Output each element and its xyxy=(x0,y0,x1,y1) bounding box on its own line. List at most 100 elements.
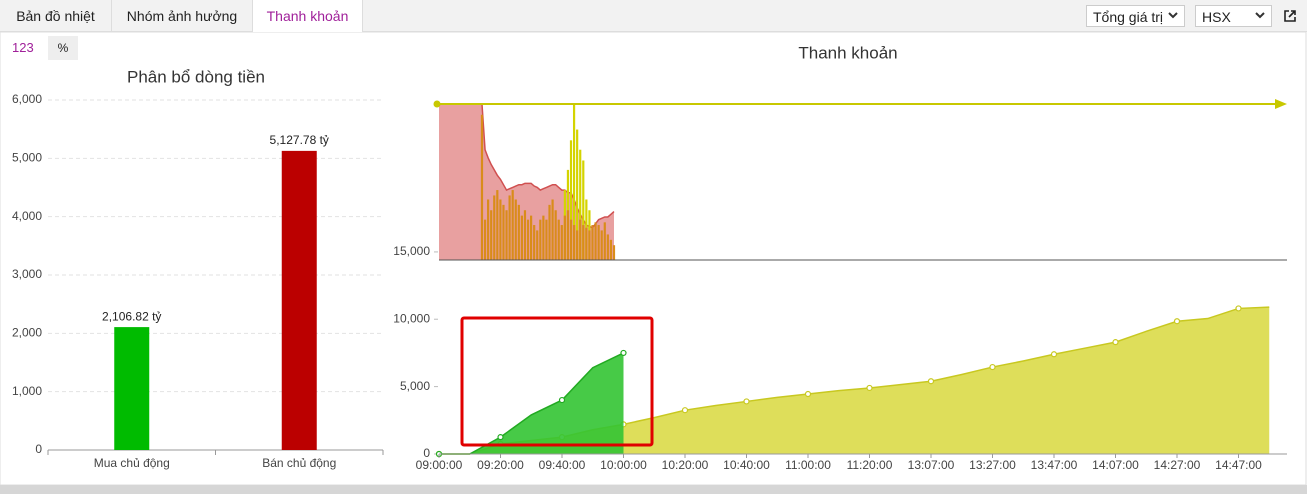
bar xyxy=(560,225,563,260)
bar xyxy=(490,210,493,260)
y-tick-label: 10,000 xyxy=(393,311,430,325)
point xyxy=(681,407,689,414)
bar xyxy=(530,215,533,260)
bar xyxy=(508,195,511,260)
x-tick-label: 09:00:00 xyxy=(416,458,463,472)
bar xyxy=(114,327,150,450)
tab[interactable]: Bản đồ nhiệt xyxy=(0,0,112,32)
toggle-number[interactable]: 123 xyxy=(12,40,34,55)
select-label: HSX xyxy=(1202,9,1231,25)
bar xyxy=(551,199,554,260)
point xyxy=(1050,351,1058,358)
bar xyxy=(505,210,508,260)
top-pane: 15,000 xyxy=(393,99,1287,261)
y-tick-label: 15,000 xyxy=(393,244,430,258)
point xyxy=(620,349,627,357)
x-tick-label: Bán chủ động xyxy=(262,456,336,470)
arrow-head xyxy=(1275,99,1287,109)
y-tick-label: 2,000 xyxy=(12,326,42,340)
chevron xyxy=(1168,12,1178,19)
bar xyxy=(483,219,487,260)
area-fill xyxy=(439,307,1270,454)
x-tick-label: 10:00:00 xyxy=(600,458,647,472)
point xyxy=(866,384,873,392)
bar xyxy=(579,149,582,260)
data-label: 5,127.78 tỷ xyxy=(270,133,329,147)
bar xyxy=(499,199,502,260)
x-tick-label: 13:07:00 xyxy=(908,458,955,472)
point xyxy=(989,363,996,371)
x-tick-label: 10:40:00 xyxy=(723,458,770,472)
x-tick-label: 14:07:00 xyxy=(1092,458,1139,472)
data-label: 2,106.82 tỷ xyxy=(102,309,161,323)
bar xyxy=(480,114,484,260)
x-tick-label: 14:47:00 xyxy=(1215,458,1262,472)
point xyxy=(1173,318,1181,325)
bar xyxy=(600,230,603,260)
measure-select[interactable]: Tổng giá trị xyxy=(1086,5,1185,27)
y-tick-label: 3,000 xyxy=(12,267,42,281)
bar xyxy=(609,239,613,260)
bar xyxy=(585,227,588,260)
x-tick-label: 13:27:00 xyxy=(969,458,1016,472)
bar xyxy=(548,204,551,260)
bar xyxy=(545,219,548,260)
bar xyxy=(281,150,317,450)
bottom-strip xyxy=(0,485,1307,494)
bar xyxy=(563,215,566,260)
x-tick-label: 11:00:00 xyxy=(785,458,831,472)
x-tick-label: Mua chủ động xyxy=(94,456,170,470)
bar xyxy=(591,225,594,260)
point xyxy=(804,390,812,398)
bar xyxy=(536,230,539,260)
point xyxy=(1112,339,1119,346)
bar xyxy=(533,225,536,260)
bar xyxy=(539,219,542,260)
chevron xyxy=(1255,12,1265,19)
bar xyxy=(594,222,597,260)
bar xyxy=(606,234,609,260)
bar xyxy=(576,230,579,260)
bar xyxy=(572,225,576,260)
point xyxy=(558,396,566,404)
chart-title: Phân bổ dòng tiền xyxy=(127,67,265,86)
bar xyxy=(517,204,520,260)
marker xyxy=(433,100,441,108)
area-fill xyxy=(439,352,624,454)
bar xyxy=(493,195,496,260)
open-icon[interactable] xyxy=(1283,9,1297,23)
x-tick-label: 11:20:00 xyxy=(847,458,893,472)
toggle-percent[interactable]: % xyxy=(48,36,78,60)
x-tick-label: 10:20:00 xyxy=(662,458,709,472)
bar xyxy=(542,215,545,260)
bar xyxy=(612,245,616,260)
bar xyxy=(496,190,499,260)
exchange-select[interactable]: HSX xyxy=(1195,5,1272,27)
bar xyxy=(487,199,490,260)
area-chart: 0 5,000 10,000 09:00:00 09:20:00 09:40:00 10:0… xyxy=(393,305,1287,472)
bar xyxy=(502,204,505,260)
y-tick-label: 5,000 xyxy=(400,379,430,393)
bar xyxy=(588,230,591,260)
bar xyxy=(576,129,579,260)
bar xyxy=(514,199,517,260)
x-tick-label: 09:40:00 xyxy=(539,458,586,472)
bar xyxy=(572,104,576,260)
x-tick-label: 14:27:00 xyxy=(1154,458,1201,472)
point xyxy=(1235,305,1242,312)
bar xyxy=(557,219,560,260)
bar xyxy=(569,140,573,260)
y-tick-label: 0 xyxy=(35,442,42,456)
bar xyxy=(511,190,514,260)
y-tick-label: 5,000 xyxy=(12,151,42,165)
tab[interactable]: Thanh khoản xyxy=(253,0,363,32)
bar xyxy=(566,210,570,260)
point xyxy=(927,378,935,385)
highlight-box xyxy=(460,316,654,447)
bar xyxy=(569,219,573,260)
point xyxy=(743,398,750,405)
bar xyxy=(582,225,585,260)
bar xyxy=(603,222,606,260)
tab[interactable]: Nhóm ảnh hưởng xyxy=(112,0,253,32)
